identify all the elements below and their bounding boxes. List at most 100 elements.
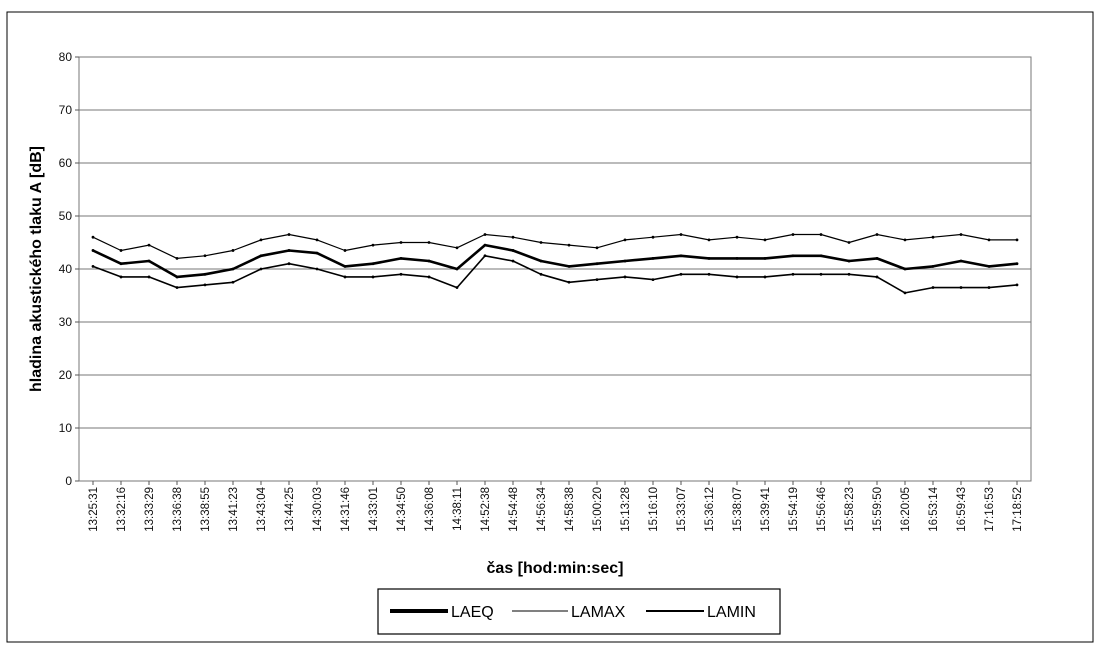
x-tick-label: 15:59:50	[872, 487, 884, 532]
x-tick-label: 13:43:04	[256, 486, 268, 531]
y-axis-title: hladina akustického tlaku A [dB]	[28, 146, 45, 392]
series-lamin-line	[92, 255, 1018, 294]
y-tick-label: 20	[59, 368, 73, 382]
data-point-laeq	[427, 259, 431, 263]
data-point-laeq	[259, 254, 263, 258]
data-point-lamin	[763, 275, 767, 279]
data-point-lamin	[427, 275, 431, 279]
x-tick-labels: 13:25:31 13:32:16 13:33:29 13:36:38 13:38:55…	[88, 486, 1024, 531]
x-tick-label: 15:38:07	[732, 487, 744, 532]
y-tick-label: 0	[65, 474, 72, 488]
data-point-laeq	[371, 262, 375, 266]
data-point-lamin	[847, 272, 851, 276]
x-tick-label: 14:36:08	[424, 487, 436, 532]
y-tick-label: 50	[59, 209, 73, 223]
x-tick-label: 13:41:23	[228, 487, 240, 532]
x-tick-label: 13:38:55	[200, 487, 212, 532]
data-point-laeq	[1015, 262, 1019, 266]
data-point-lamax	[875, 233, 879, 236]
x-tick-label: 16:53:14	[928, 486, 940, 531]
data-point-lamin	[623, 275, 627, 279]
data-point-lamin	[483, 254, 487, 258]
x-tick-label: 15:13:28	[620, 487, 632, 532]
data-point-lamax	[735, 235, 739, 239]
data-point-lamax	[315, 238, 319, 242]
data-point-lamin	[287, 262, 291, 266]
x-tick-label: 15:39:41	[760, 487, 772, 532]
x-tick-label: 16:59:43	[956, 487, 968, 532]
legend: LAEQ LAMAX LAMIN	[377, 588, 781, 635]
data-point-lamin	[203, 283, 207, 287]
data-point-lamax	[791, 233, 795, 236]
data-point-laeq	[539, 259, 543, 263]
data-point-lamin	[511, 259, 515, 263]
data-point-laeq	[119, 262, 123, 266]
data-point-lamax	[567, 243, 571, 247]
x-axis-title: čas [hod:min:sec]	[487, 560, 624, 577]
y-tick-label: 80	[59, 50, 73, 64]
data-point-lamax	[483, 233, 487, 236]
data-point-lamax	[511, 235, 515, 239]
data-point-lamin	[707, 272, 711, 276]
data-point-lamin	[735, 275, 739, 279]
data-point-lamax	[427, 241, 431, 244]
data-point-lamax	[203, 254, 207, 258]
data-point-laeq	[931, 264, 935, 268]
data-point-lamin	[315, 267, 319, 271]
data-point-laeq	[707, 257, 711, 260]
legend-label-lamin: LAMIN	[707, 604, 756, 621]
data-point-lamax	[175, 257, 179, 260]
data-point-lamax	[119, 249, 123, 252]
data-point-laeq	[735, 257, 739, 260]
data-point-lamax	[91, 235, 95, 239]
x-tick-label: 14:33:01	[368, 487, 380, 532]
x-tick-label: 15:58:23	[844, 487, 856, 532]
series-laeq-line	[92, 243, 1018, 279]
data-point-laeq	[175, 275, 179, 279]
data-point-lamin	[399, 272, 403, 276]
y-tick-label: 40	[59, 262, 73, 276]
x-tick-label: 13:44:25	[284, 487, 296, 532]
data-point-lamin	[91, 264, 95, 268]
data-point-laeq	[91, 249, 95, 252]
data-point-lamin	[679, 272, 683, 276]
data-point-lamin	[175, 286, 179, 289]
data-point-lamax	[763, 238, 767, 242]
data-point-laeq	[847, 259, 851, 263]
x-tick-label: 15:54:19	[788, 487, 800, 532]
legend-label-laeq: LAEQ	[451, 604, 494, 621]
data-point-lamin	[651, 278, 655, 281]
x-tick-label: 17:18:52	[1012, 487, 1024, 532]
data-point-lamax	[287, 233, 291, 236]
y-tick-label: 10	[59, 421, 73, 435]
data-point-lamin	[1015, 283, 1019, 287]
x-tick-label: 15:56:46	[816, 487, 828, 532]
x-tick-label: 17:16:53	[984, 487, 996, 532]
data-point-lamax	[707, 238, 711, 242]
data-point-lamax	[147, 243, 151, 247]
data-point-laeq	[651, 257, 655, 260]
x-tick-label: 14:52:38	[480, 487, 492, 532]
data-point-lamax	[259, 238, 263, 242]
data-point-lamax	[651, 235, 655, 239]
x-tick-label: 13:25:31	[88, 487, 100, 532]
data-point-lamax	[623, 238, 627, 242]
data-point-laeq	[623, 259, 627, 263]
data-point-lamax	[679, 233, 683, 236]
data-point-lamin	[595, 278, 599, 281]
data-point-lamax	[595, 246, 599, 250]
data-point-lamax	[371, 243, 375, 247]
data-point-lamax	[987, 238, 991, 242]
data-point-lamin	[959, 286, 963, 289]
series-lamax-line	[92, 233, 1017, 259]
data-point-lamin	[455, 286, 459, 289]
y-tick-label: 70	[59, 103, 73, 117]
data-point-lamax	[1015, 238, 1019, 242]
grid	[75, 56, 1031, 485]
data-point-laeq	[875, 257, 879, 260]
x-tick-label: 15:36:12	[704, 487, 716, 532]
y-tick-label: 60	[59, 156, 73, 170]
data-point-lamax	[343, 249, 347, 252]
legend-label-lamax: LAMAX	[571, 604, 626, 621]
